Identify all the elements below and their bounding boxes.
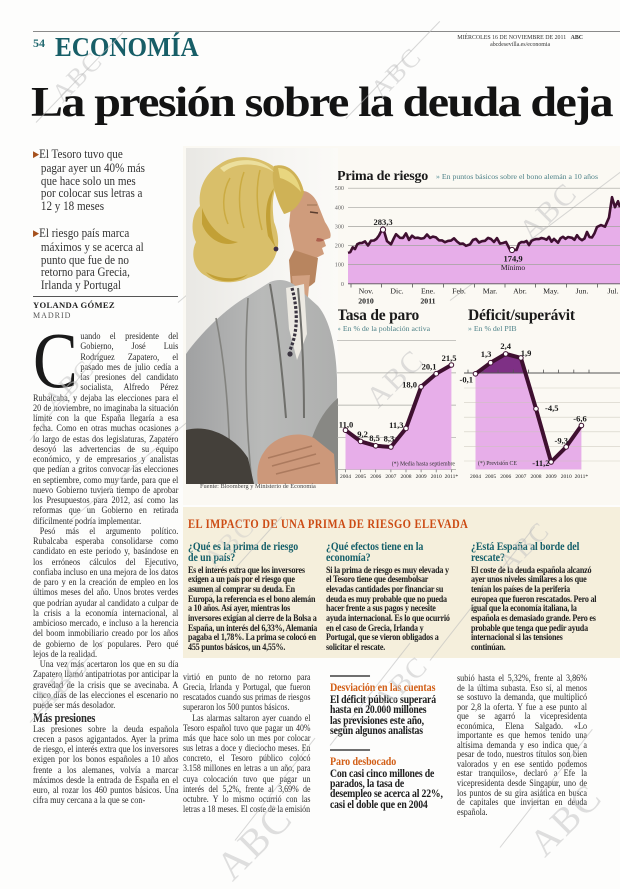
svg-text:2010: 2010 (431, 474, 442, 480)
svg-text:9,2: 9,2 (357, 429, 368, 439)
svg-text:283,3: 283,3 (373, 217, 392, 227)
svg-text:(*) Media hasta septiembre: (*) Media hasta septiembre (392, 461, 456, 468)
svg-text:Jun.: Jun. (576, 287, 589, 296)
svg-text:Feb.: Feb. (452, 287, 466, 296)
svg-text:2010: 2010 (358, 297, 374, 306)
svg-text:0: 0 (341, 281, 344, 288)
svg-text:400: 400 (335, 204, 344, 211)
svg-text:2009: 2009 (546, 474, 557, 480)
svg-text:Dic.: Dic. (390, 287, 403, 296)
svg-text:1,3: 1,3 (481, 349, 492, 359)
svg-text:Jul.: Jul. (607, 287, 618, 296)
svg-text:2011: 2011 (420, 297, 435, 306)
svg-text:500: 500 (335, 185, 344, 192)
svg-text:2011*: 2011* (445, 474, 459, 480)
svg-text:-4,5: -4,5 (545, 403, 558, 413)
svg-text:1,9: 1,9 (521, 348, 532, 358)
svg-text:Nov.: Nov. (359, 287, 374, 296)
svg-text:20,1: 20,1 (422, 362, 437, 372)
svg-text:(*) Previsión CE: (*) Previsión CE (478, 460, 517, 467)
svg-text:174,9: 174,9 (503, 254, 522, 264)
svg-text:2008: 2008 (531, 474, 542, 480)
svg-text:300: 300 (335, 223, 344, 230)
svg-text:200: 200 (335, 243, 344, 250)
svg-text:May.: May. (543, 287, 559, 296)
svg-text:2011*: 2011* (575, 474, 589, 480)
svg-text:18,0: 18,0 (402, 380, 417, 390)
svg-text:11,0: 11,0 (339, 420, 353, 430)
svg-text:Ene.: Ene. (421, 287, 435, 296)
svg-text:2008: 2008 (401, 474, 412, 480)
svg-text:8,3: 8,3 (384, 434, 395, 444)
svg-text:-0,1: -0,1 (460, 375, 473, 385)
svg-text:2007: 2007 (385, 474, 396, 480)
svg-text:2009: 2009 (416, 474, 427, 480)
svg-text:2007: 2007 (515, 474, 526, 480)
svg-text:100: 100 (335, 262, 344, 269)
svg-text:-6,6: -6,6 (573, 414, 586, 424)
svg-text:Mínimo: Mínimo (501, 263, 525, 272)
svg-text:2004: 2004 (470, 474, 481, 480)
svg-text:2,4: 2,4 (500, 341, 511, 351)
svg-text:-11,2: -11,2 (532, 458, 549, 468)
svg-text:11,3: 11,3 (389, 420, 403, 430)
svg-text:2006: 2006 (500, 474, 511, 480)
svg-text:2005: 2005 (355, 474, 366, 480)
svg-text:21,5: 21,5 (442, 353, 457, 363)
svg-text:2010: 2010 (561, 474, 572, 480)
svg-text:8,5: 8,5 (369, 433, 380, 443)
svg-text:Mar.: Mar. (483, 287, 498, 296)
svg-text:-9,3: -9,3 (555, 436, 568, 446)
svg-text:Abr.: Abr. (513, 287, 527, 296)
svg-text:2004: 2004 (340, 474, 351, 480)
svg-text:2006: 2006 (370, 474, 381, 480)
svg-text:2005: 2005 (485, 474, 496, 480)
